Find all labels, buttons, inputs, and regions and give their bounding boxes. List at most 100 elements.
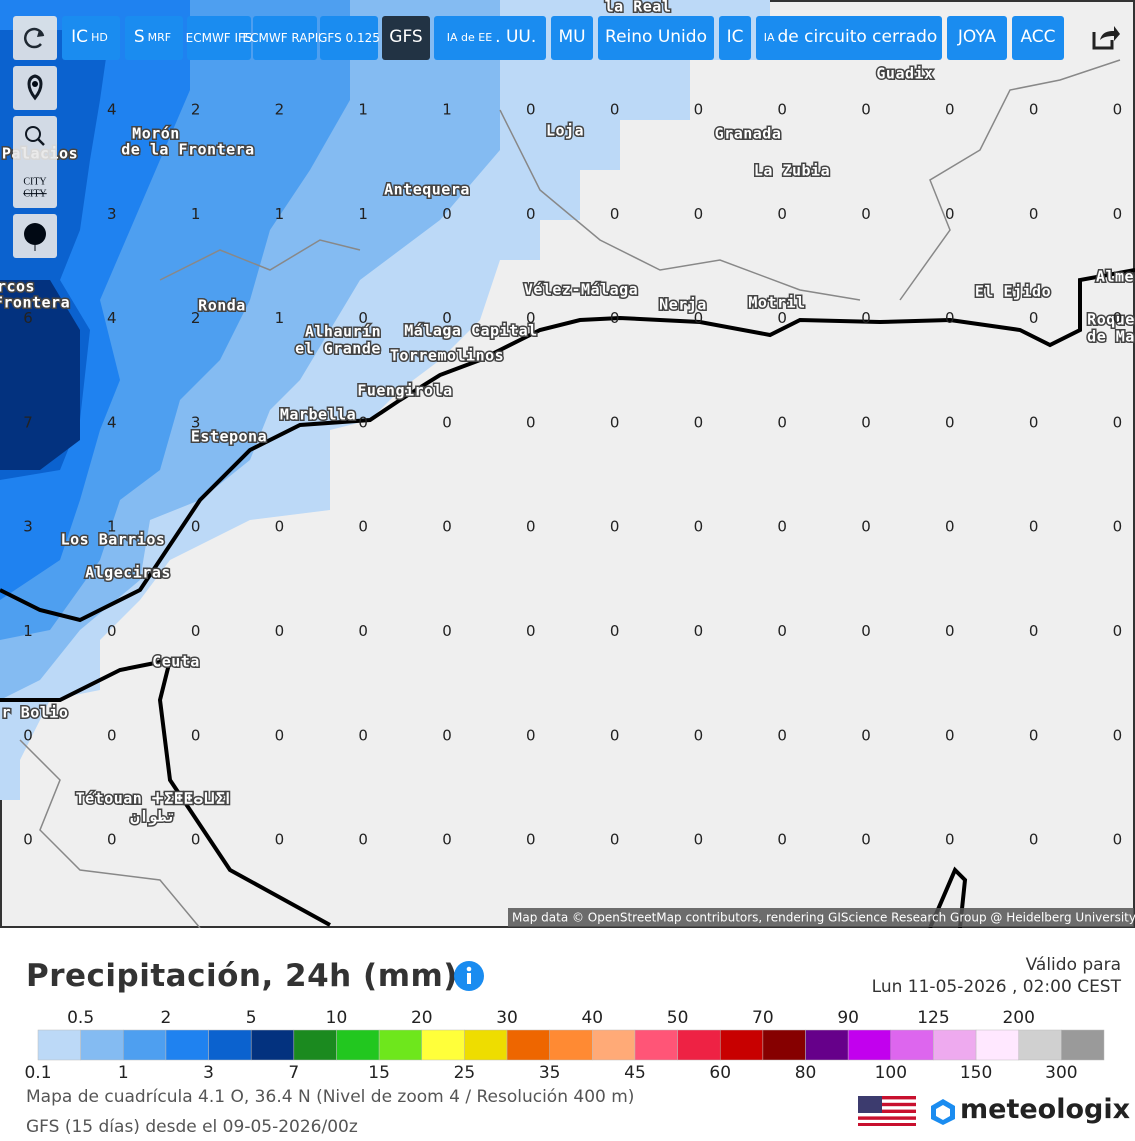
- place-label: Motril: [748, 294, 805, 312]
- grid-value: 7: [23, 413, 33, 431]
- legend-label: 200: [1002, 1008, 1034, 1028]
- legend-swatch: [293, 1029, 337, 1061]
- model-button[interactable]: IC HD: [62, 16, 120, 60]
- button-label: JOYA: [957, 27, 997, 48]
- grid-value: 0: [945, 101, 955, 119]
- grid-value: 0: [442, 831, 452, 849]
- grid-value: 0: [442, 413, 452, 431]
- us-flag[interactable]: [858, 1096, 916, 1126]
- place-label: Alme: [1096, 268, 1134, 286]
- grid-value: 0: [107, 831, 117, 849]
- place-label: Nerja: [659, 296, 707, 314]
- grid-value: 0: [861, 726, 871, 744]
- grid-value: 4: [107, 309, 117, 327]
- grid-value: 0: [526, 205, 536, 223]
- grid-value: 0: [1113, 622, 1123, 640]
- grid-value: 0: [1029, 309, 1039, 327]
- model-button[interactable]: S MRF: [125, 16, 183, 60]
- grid-value: 0: [526, 726, 536, 744]
- model-button[interactable]: JOYA: [947, 16, 1007, 60]
- model-button[interactable]: IA de circuito cerrado: [756, 16, 942, 60]
- place-label: Ronda: [198, 297, 246, 315]
- place-label: r Bolio: [2, 704, 69, 722]
- button-label: IA de EE: [446, 31, 493, 45]
- model-button[interactable]: IC: [719, 16, 751, 60]
- legend-label: 300: [1045, 1063, 1077, 1083]
- button-label: MU: [558, 27, 586, 48]
- legend-label: 3: [203, 1063, 214, 1083]
- grid-value: 0: [1113, 205, 1123, 223]
- model-button[interactable]: ACC: [1012, 16, 1064, 60]
- refresh-button[interactable]: [13, 16, 57, 60]
- info-icon[interactable]: [453, 960, 485, 992]
- place-label: Ceuta: [152, 653, 200, 671]
- legend-swatch: [165, 1029, 209, 1061]
- grid-value: 0: [23, 831, 33, 849]
- grid-value: 0: [1029, 205, 1039, 223]
- legend-swatch: [421, 1029, 465, 1061]
- model-button[interactable]: ECMWF RAPID: [243, 16, 328, 60]
- grid-value: 0: [191, 518, 201, 536]
- button-label: IC: [726, 27, 744, 48]
- legend-label: 70: [752, 1008, 774, 1028]
- legend-swatch: [847, 1029, 892, 1061]
- grid-value: 0: [861, 413, 871, 431]
- grid-value: 0: [610, 622, 620, 640]
- place-label: Frontera: [0, 294, 70, 312]
- model-button[interactable]: GFS: [382, 16, 430, 60]
- grid-value: 0: [777, 518, 787, 536]
- grid-value: 0: [1113, 726, 1123, 744]
- legend-swatch: [250, 1029, 295, 1061]
- grid-value: 0: [777, 205, 787, 223]
- legend-label: 100: [875, 1063, 907, 1083]
- grid-value: 0: [861, 518, 871, 536]
- grid-value: 0: [358, 309, 368, 327]
- button-label: . UU.: [495, 27, 537, 48]
- share-icon[interactable]: [1090, 22, 1120, 52]
- legend-swatch: [677, 1029, 721, 1061]
- legend-swatch: [975, 1029, 1019, 1061]
- legend-swatch: [592, 1029, 636, 1061]
- button-label: ECMWF RAPID: [242, 30, 328, 45]
- grid-value: 0: [861, 205, 871, 223]
- grid-value: 6: [23, 309, 33, 327]
- grid-value: 0: [777, 622, 787, 640]
- legend-swatch: [933, 1029, 977, 1061]
- grid-value: 1: [23, 622, 33, 640]
- grid-value: 0: [1113, 518, 1123, 536]
- legend-swatch: [123, 1029, 167, 1061]
- grid-value: 0: [191, 831, 201, 849]
- legend-swatch: [37, 1029, 81, 1061]
- place-label: Morón: [132, 125, 180, 143]
- zoom-city-button[interactable]: CITY CITY: [13, 116, 57, 208]
- grid-value: 0: [945, 413, 955, 431]
- grid-value: 0: [1029, 101, 1039, 119]
- location-button[interactable]: [13, 66, 57, 110]
- legend-swatch: [890, 1029, 934, 1061]
- legend-label: 80: [795, 1063, 817, 1083]
- grid-value: 0: [777, 831, 787, 849]
- grid-value: 0: [1029, 726, 1039, 744]
- button-label: Reino Unido: [605, 27, 707, 48]
- grid-value: 0: [694, 205, 704, 223]
- place-label: Estepona: [191, 428, 267, 446]
- legend-swatch: [805, 1029, 849, 1061]
- model-button[interactable]: Reino Unido: [598, 16, 714, 60]
- legend-label: 150: [960, 1063, 992, 1083]
- model-button[interactable]: MU: [551, 16, 593, 60]
- legend-label: 90: [837, 1008, 859, 1028]
- grid-info: Mapa de cuadrícula 4.1 O, 36.4 N (Nivel …: [26, 1087, 635, 1107]
- grid-value: 0: [1029, 622, 1039, 640]
- marker-button[interactable]: [13, 214, 57, 258]
- brand: meteologix: [960, 1094, 1131, 1125]
- place-label: Alhaurín: [305, 323, 381, 341]
- model-button[interactable]: GFS 0.125: [318, 16, 380, 60]
- grid-value: 0: [777, 101, 787, 119]
- place-label: Antequera: [384, 181, 470, 199]
- model-button[interactable]: ECMWF IFS: [186, 16, 252, 60]
- model-button[interactable]: IA de EE. UU.: [434, 16, 546, 60]
- grid-value: 1: [358, 101, 368, 119]
- place-label: Loja: [546, 122, 584, 140]
- legend-label: 0.5: [67, 1008, 94, 1028]
- grid-value: 0: [358, 726, 368, 744]
